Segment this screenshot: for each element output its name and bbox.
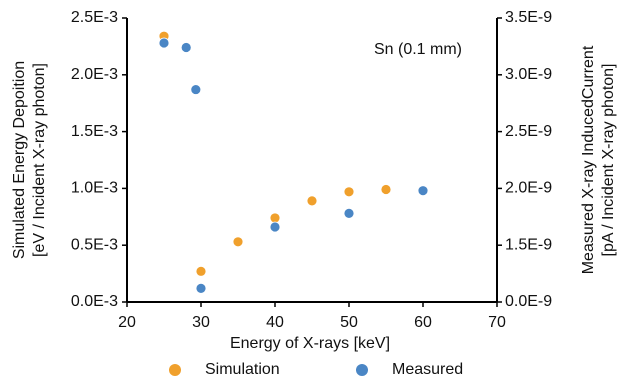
y2-tick-label: 2.5E-9 <box>505 123 552 140</box>
x-tick-label: 60 <box>414 314 432 331</box>
y-tick-label: 2.0E-3 <box>71 66 118 83</box>
point <box>180 42 192 53</box>
y-tick-label: 1.0E-3 <box>71 180 118 197</box>
y2-tick-label: 3.0E-9 <box>505 66 552 83</box>
x-tick-label: 70 <box>488 314 506 331</box>
legend-marker <box>169 364 181 376</box>
x-tick-label: 50 <box>340 314 358 331</box>
y-tick-label: 0.0E-3 <box>71 293 118 310</box>
legend-label: Simulation <box>205 361 280 378</box>
y-axis-title: [eV / Incident X-ray photon] <box>31 63 48 257</box>
annotation: Sn (0.1 mm) <box>374 41 462 58</box>
legend-marker <box>356 364 368 376</box>
y-tick-label: 2.5E-3 <box>71 9 118 26</box>
point <box>306 195 318 207</box>
point <box>195 265 207 277</box>
point <box>158 37 170 49</box>
point <box>343 207 355 219</box>
y2-tick-label: 3.5E-9 <box>505 9 552 26</box>
y2-tick-label: 2.0E-9 <box>505 180 552 197</box>
y2-axis-title: Measured X-ray InducedCurrent <box>580 45 597 274</box>
x-axis-title: Energy of X-rays [keV] <box>230 335 390 352</box>
point <box>269 221 281 233</box>
y-tick-label: 1.5E-3 <box>71 123 118 140</box>
point <box>343 186 355 198</box>
point <box>190 84 202 95</box>
x-tick-label: 40 <box>266 314 284 331</box>
y-tick-label: 0.5E-3 <box>71 236 118 253</box>
point <box>269 212 281 224</box>
legend-label: Measured <box>392 361 463 378</box>
point <box>232 236 244 248</box>
y-axis-title: Simulated Energy Depoition <box>11 61 28 259</box>
point <box>380 184 392 195</box>
point <box>195 282 207 294</box>
y2-tick-label: 1.5E-9 <box>505 236 552 253</box>
point <box>417 185 429 197</box>
y2-tick-label: 0.0E-9 <box>505 293 552 310</box>
y2-axis-title: [pA / Incident X-ray photon] <box>600 63 617 256</box>
x-tick-label: 20 <box>118 314 136 331</box>
x-tick-label: 30 <box>192 314 210 331</box>
